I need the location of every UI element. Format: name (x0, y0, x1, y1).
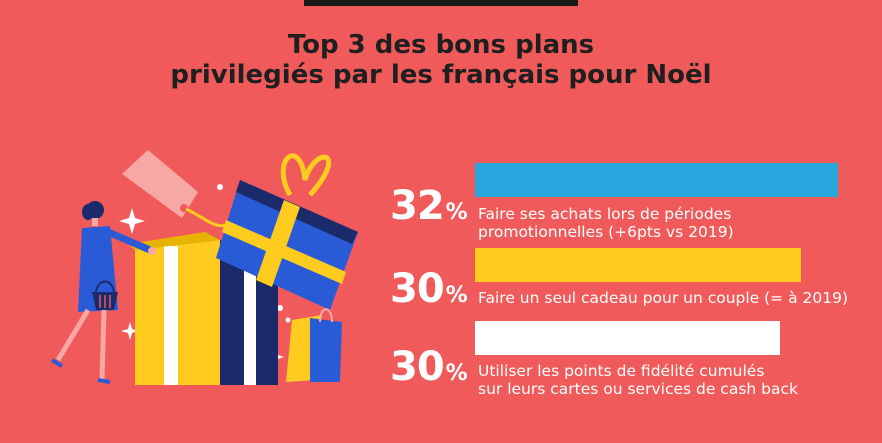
stat-unit: % (445, 200, 468, 225)
woman-shopper (50, 201, 156, 384)
bar-label-line: sur leurs cartes ou services de cash bac… (478, 380, 798, 398)
stat-unit: % (445, 283, 468, 308)
bar-label-1: Faire ses achats lors de périodes promot… (478, 205, 734, 241)
bar-promotional-purchases (475, 163, 838, 197)
gift-box-icon (216, 153, 358, 310)
stat-value-1: 32% (390, 184, 468, 235)
page-title: Top 3 des bons plans privilegiés par les… (0, 30, 882, 90)
bar-loyalty-points (475, 321, 780, 355)
stat-number: 32 (390, 183, 445, 229)
christmas-gifts-illustration (50, 150, 358, 385)
shopping-bag-icon (286, 308, 342, 382)
stat-number: 30 (390, 344, 445, 390)
stat-unit: % (445, 361, 468, 386)
shopping-basket-icon (92, 280, 118, 310)
title-line-2: privilegiés par les français pour Noël (170, 60, 712, 90)
bar-label-line: Faire ses achats lors de périodes (478, 205, 732, 223)
stat-value-2: 30% (390, 267, 468, 318)
bar-label-line: promotionnelles (+6pts vs 2019) (478, 223, 734, 241)
stat-value-3: 30% (390, 345, 468, 396)
stat-number: 30 (390, 266, 445, 312)
bar-single-gift-couple (475, 248, 801, 282)
title-line-1: Top 3 des bons plans (287, 30, 595, 60)
bar-label-line: Utiliser les points de fidélité cumulés (478, 362, 765, 380)
top-image-strip (304, 0, 578, 6)
bar-label-line: Faire un seul cadeau pour un couple (= à… (478, 289, 849, 307)
bar-label-3: Utiliser les points de fidélité cumulés … (478, 362, 798, 398)
bar-label-2: Faire un seul cadeau pour un couple (= à… (478, 289, 848, 307)
